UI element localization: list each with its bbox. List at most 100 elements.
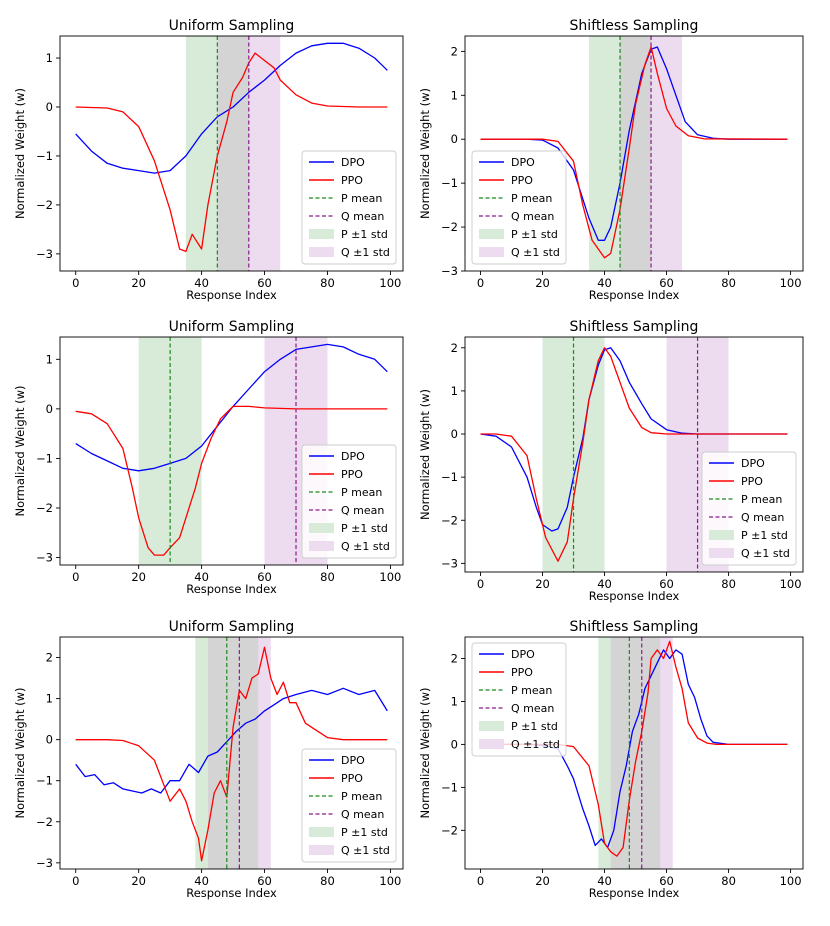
x-tick-label: 60 (257, 874, 272, 888)
axes-frame (464, 336, 804, 573)
band-overlap (217, 36, 249, 271)
legend-label-p-std: P ±1 std (341, 522, 388, 535)
x-tick-label: 0 (72, 570, 79, 584)
axes-frame (59, 336, 404, 566)
y-tick-label: −3 (441, 556, 458, 570)
dpo-line (75, 42, 388, 174)
x-axis-label: Response Index (186, 886, 277, 900)
legend-label-dpo: DPO (341, 754, 365, 767)
y-tick-label: −1 (36, 774, 53, 788)
y-tick-label: −1 (441, 780, 458, 794)
chart-title: Uniform Sampling (169, 319, 295, 335)
legend: DPO PPO P mean Q mean P ±1 std Q ±1 std (301, 150, 397, 265)
y-tick-label: 0 (46, 733, 53, 747)
y-axis-label: Normalized Weight (w) (13, 88, 27, 219)
legend-label-p-mean: P mean (511, 192, 552, 205)
x-tick-label: 80 (721, 577, 736, 591)
legend-swatch-p_std (309, 229, 334, 239)
legend-label-q-mean: Q mean (341, 504, 384, 517)
x-axis-label: Response Index (589, 288, 680, 302)
legend-label-q-std: Q ±1 std (511, 246, 560, 259)
subplot-1: 0 20 40 60 80 100 −3 −2 −1 0 1 Uniform Sampling Resp… (13, 18, 404, 302)
ppo-line (480, 46, 788, 259)
x-tick-label: 0 (477, 577, 484, 591)
subplot-4: 0 20 40 60 80 100 −3 −2 −1 0 1 2 Shiftless Sampling R… (418, 319, 804, 603)
legend-label-dpo: DPO (511, 156, 535, 169)
axes-frame (59, 636, 404, 870)
legend-label-q-std: Q ±1 std (511, 738, 560, 751)
legend-label-q-mean: Q mean (511, 702, 554, 715)
plot-area (75, 337, 388, 565)
y-axis-label: Normalized Weight (w) (13, 688, 27, 819)
y-tick-label: −2 (441, 220, 458, 234)
legend-label-dpo: DPO (741, 457, 765, 470)
x-tick-label: 0 (477, 276, 484, 290)
y-tick-label: −3 (36, 856, 53, 870)
y-tick-label: −2 (36, 501, 53, 515)
y-tick-label: 2 (451, 44, 458, 58)
y-tick-label: 0 (451, 132, 458, 146)
y-tick-label: −1 (441, 176, 458, 190)
x-tick-label: 100 (379, 570, 401, 584)
y-tick-label: 1 (46, 51, 53, 65)
x-tick-label: 40 (194, 570, 209, 584)
y-tick-label: 0 (46, 402, 53, 416)
legend-label-ppo: PPO (341, 468, 363, 481)
y-tick-label: −3 (36, 551, 53, 565)
legend-swatch-p_std (479, 721, 504, 731)
ppo-line (75, 405, 388, 556)
x-tick-label: 20 (535, 874, 550, 888)
legend-label-p-mean: P mean (341, 192, 382, 205)
legend-label-q-mean: Q mean (741, 511, 784, 524)
legend-label-p-mean: P mean (511, 684, 552, 697)
subplot-3: 0 20 40 60 80 100 −3 −2 −1 0 1 Uniform Sampling Resp… (13, 319, 404, 596)
legend-label-p-std: P ±1 std (341, 228, 388, 241)
legend-swatch-q_std (309, 845, 334, 855)
x-axis-label: Response Index (589, 886, 680, 900)
legend-swatch-q_std (309, 247, 334, 257)
y-tick-label: −1 (441, 470, 458, 484)
y-tick-label: 1 (451, 88, 458, 102)
x-tick-label: 80 (320, 874, 335, 888)
legend-swatch-p_std (309, 523, 334, 533)
x-tick-label: 40 (194, 276, 209, 290)
y-tick-label: 2 (451, 341, 458, 355)
chart-title: Shiftless Sampling (570, 18, 699, 34)
legend-label-q-std: Q ±1 std (341, 540, 390, 553)
y-tick-label: −2 (36, 815, 53, 829)
x-tick-label: 0 (72, 874, 79, 888)
x-tick-label: 20 (131, 276, 146, 290)
x-tick-label: 60 (257, 570, 272, 584)
x-tick-label: 80 (320, 570, 335, 584)
chart-title: Shiftless Sampling (570, 619, 699, 635)
x-tick-label: 20 (535, 276, 550, 290)
y-tick-label: −2 (441, 823, 458, 837)
ppo-line (480, 347, 788, 562)
x-tick-label: 100 (379, 276, 401, 290)
y-tick-label: −3 (441, 264, 458, 278)
x-tick-label: 60 (659, 874, 674, 888)
legend-swatch-p_std (709, 530, 734, 540)
y-tick-label: −3 (36, 247, 53, 261)
legend-label-p-std: P ±1 std (341, 826, 388, 839)
legend-swatch-q_std (709, 548, 734, 558)
x-tick-label: 80 (721, 874, 736, 888)
x-tick-label: 0 (477, 874, 484, 888)
plot-area (75, 637, 388, 869)
subplot-5: 0 20 40 60 80 100 −3 −2 −1 0 1 2 Uniform Sampling Res… (13, 619, 404, 900)
x-tick-label: 20 (131, 874, 146, 888)
band-overlap (610, 637, 661, 869)
ppo-line (75, 646, 388, 862)
x-axis-label: Response Index (186, 582, 277, 596)
y-axis-label: Normalized Weight (w) (418, 688, 432, 819)
dpo-line (480, 649, 788, 849)
ppo-line (480, 640, 788, 857)
plot-area (480, 36, 788, 271)
plot-area (480, 637, 788, 869)
x-tick-label: 40 (597, 577, 612, 591)
legend-swatch-p_std (309, 827, 334, 837)
ppo-line (75, 52, 388, 253)
legend-label-q-mean: Q mean (511, 210, 554, 223)
y-tick-label: −2 (441, 513, 458, 527)
